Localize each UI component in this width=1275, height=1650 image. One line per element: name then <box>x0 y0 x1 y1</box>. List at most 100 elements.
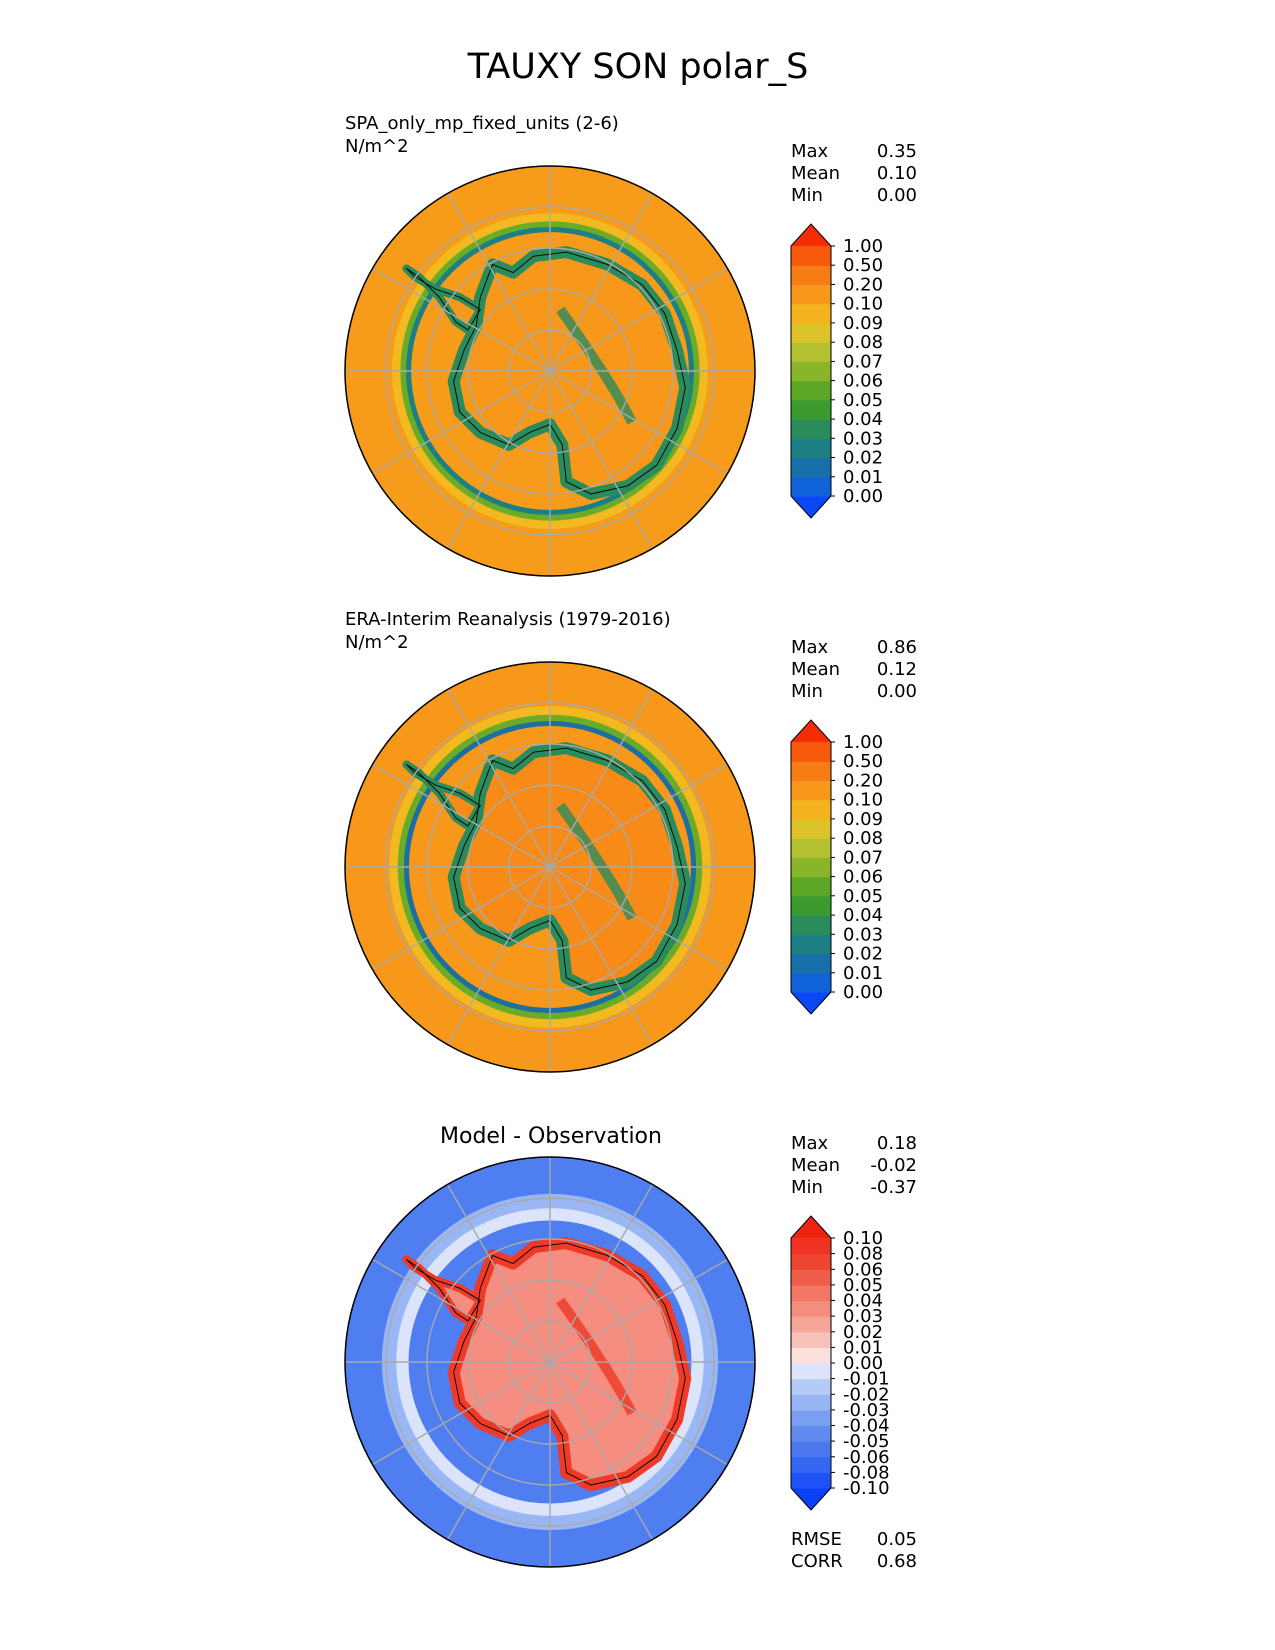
coastline <box>453 1242 686 1486</box>
colorbar-tick-label: -0.05 <box>843 1431 890 1452</box>
colorbar-tick-label: 0.08 <box>843 332 883 353</box>
coastline-peninsula <box>406 1259 481 1322</box>
panel-diff-title: Model - Observation <box>440 1124 662 1149</box>
colorbar-tick-label: 0.02 <box>843 944 883 965</box>
colorbar-tick-label: 0.04 <box>843 905 883 926</box>
map-border <box>344 165 756 577</box>
coastline <box>453 251 686 495</box>
colorbar-segment <box>791 780 831 801</box>
colorbar-segment <box>791 438 831 459</box>
map-border <box>344 1156 756 1568</box>
colorbar-segment <box>791 876 831 897</box>
stat-value: 0.35 <box>877 141 917 162</box>
colorbar-segment <box>791 1238 831 1255</box>
colorbar-segment <box>791 761 831 782</box>
colorbar-segment <box>791 342 831 362</box>
stat-label: Max <box>791 141 829 162</box>
colorbar-tick-label: 0.07 <box>843 351 883 372</box>
colorbar-tick-label: 0.01 <box>843 963 883 984</box>
colorbar-segment <box>791 1441 831 1458</box>
colorbar-tick-label: 0.08 <box>843 1244 883 1265</box>
colorbar-tick-label: 0.05 <box>843 1275 883 1296</box>
colorbar-extend-max <box>791 720 831 742</box>
colorbar-segment <box>791 399 831 420</box>
panel-obs-units: N/m^2 <box>345 632 409 653</box>
colorbar-tick-label: 0.50 <box>843 255 883 276</box>
colorbar-segment <box>791 303 831 324</box>
coastline <box>453 747 686 991</box>
metric-value: 0.68 <box>877 1551 917 1572</box>
colorbar-tick-label: 0.05 <box>843 886 883 907</box>
colorbar-segment <box>791 1472 831 1489</box>
colorbar-tick-label: 0.10 <box>843 790 883 811</box>
colorbar-segment <box>791 1378 831 1395</box>
stat-label: Mean <box>791 1155 840 1176</box>
stat-label: Min <box>791 185 823 206</box>
panel-diff-metrics: RMSE 0.05 CORR 0.68 <box>791 1529 917 1572</box>
colorbar-segment <box>791 1425 831 1442</box>
colorbar-tick-label: -0.03 <box>843 1400 890 1421</box>
colorbar-tick-label: 0.05 <box>843 390 883 411</box>
colorbar-tick-label: -0.06 <box>843 1447 890 1468</box>
lon-gridline-150 <box>446 689 654 1045</box>
panel-diff-stats: Max 0.18 Mean -0.02 Min -0.37 <box>791 1133 917 1198</box>
colorbar-tick-label: 0.20 <box>843 275 883 296</box>
stat-value: 0.18 <box>877 1133 917 1154</box>
colorbar-segment <box>791 915 831 935</box>
stat-value: -0.02 <box>870 1155 917 1176</box>
colorbar-extend-max <box>791 224 831 246</box>
stat-value: 0.00 <box>877 681 917 702</box>
stat-label: Mean <box>791 163 840 184</box>
colorbar-tick-label: 0.07 <box>843 847 883 868</box>
colorbar-tick-label: -0.02 <box>843 1384 890 1405</box>
interior-feature <box>556 1297 637 1416</box>
lon-gridline-150 <box>446 193 654 549</box>
panel-obs-map <box>344 661 756 1073</box>
colorbar-segment <box>791 284 831 305</box>
colorbar-tick-label: 0.00 <box>843 1353 883 1374</box>
stat-label: Mean <box>791 659 840 680</box>
colorbar-tick-label: 0.06 <box>843 867 883 888</box>
lon-gridline-150 <box>446 1184 654 1540</box>
colorbar-segment <box>791 246 831 266</box>
colorbar-extend-min <box>791 1488 831 1510</box>
figure-title: TAUXY SON polar_S <box>467 47 809 87</box>
colorbar-segment <box>791 799 831 820</box>
colorbar-extend-min <box>791 496 831 518</box>
colorbar-segment <box>791 1363 831 1380</box>
colorbar-segment <box>791 1394 831 1411</box>
metric-label: RMSE <box>791 1529 842 1550</box>
colorbar-tick-label: 0.03 <box>843 924 883 945</box>
colorbar-segment <box>791 322 831 343</box>
colorbar-tick-label: 1.00 <box>843 236 883 257</box>
colorbar-tick-label: 0.06 <box>843 1259 883 1280</box>
colorbar-segment <box>791 1347 831 1364</box>
colorbar-extend-min <box>791 992 831 1014</box>
colorbar-tick-label: -0.04 <box>843 1416 890 1437</box>
colorbar-segment <box>791 1284 831 1302</box>
panel-diff: Model - Observation Max 0.18 Mean -0.02 Min -… <box>344 1124 917 1572</box>
coastline-peninsula <box>406 268 481 331</box>
colorbar-tick-label: 0.03 <box>843 428 883 449</box>
stat-value: 0.10 <box>877 163 917 184</box>
colorbar-tick-label: 0.04 <box>843 1291 883 1312</box>
interior-feature <box>556 306 637 425</box>
colorbar-segment <box>791 476 831 497</box>
colorbar-tick-label: 0.02 <box>843 448 883 469</box>
panel-diff-map <box>344 1156 756 1568</box>
colorbar-segment <box>791 838 831 858</box>
colorbar-tick-label: 0.00 <box>843 486 883 507</box>
colorbar-tick-label: 0.10 <box>843 1228 883 1249</box>
colorbar-segment <box>791 1409 831 1427</box>
stat-label: Min <box>791 1177 823 1198</box>
colorbar-tick-label: 0.09 <box>843 809 883 830</box>
colorbar-segment <box>791 361 831 382</box>
panel-obs-colorbar: 0.000.010.020.030.040.050.060.070.080.09… <box>790 719 883 1015</box>
map-border <box>344 661 756 1073</box>
coastline-peninsula <box>406 764 481 827</box>
colorbar-segment <box>791 1253 831 1270</box>
panel-obs-title: ERA-Interim Reanalysis (1979-2016) <box>345 609 671 630</box>
colorbar-tick-label: 0.03 <box>843 1306 883 1327</box>
stat-label: Max <box>791 1133 829 1154</box>
interior-feature <box>556 802 637 921</box>
